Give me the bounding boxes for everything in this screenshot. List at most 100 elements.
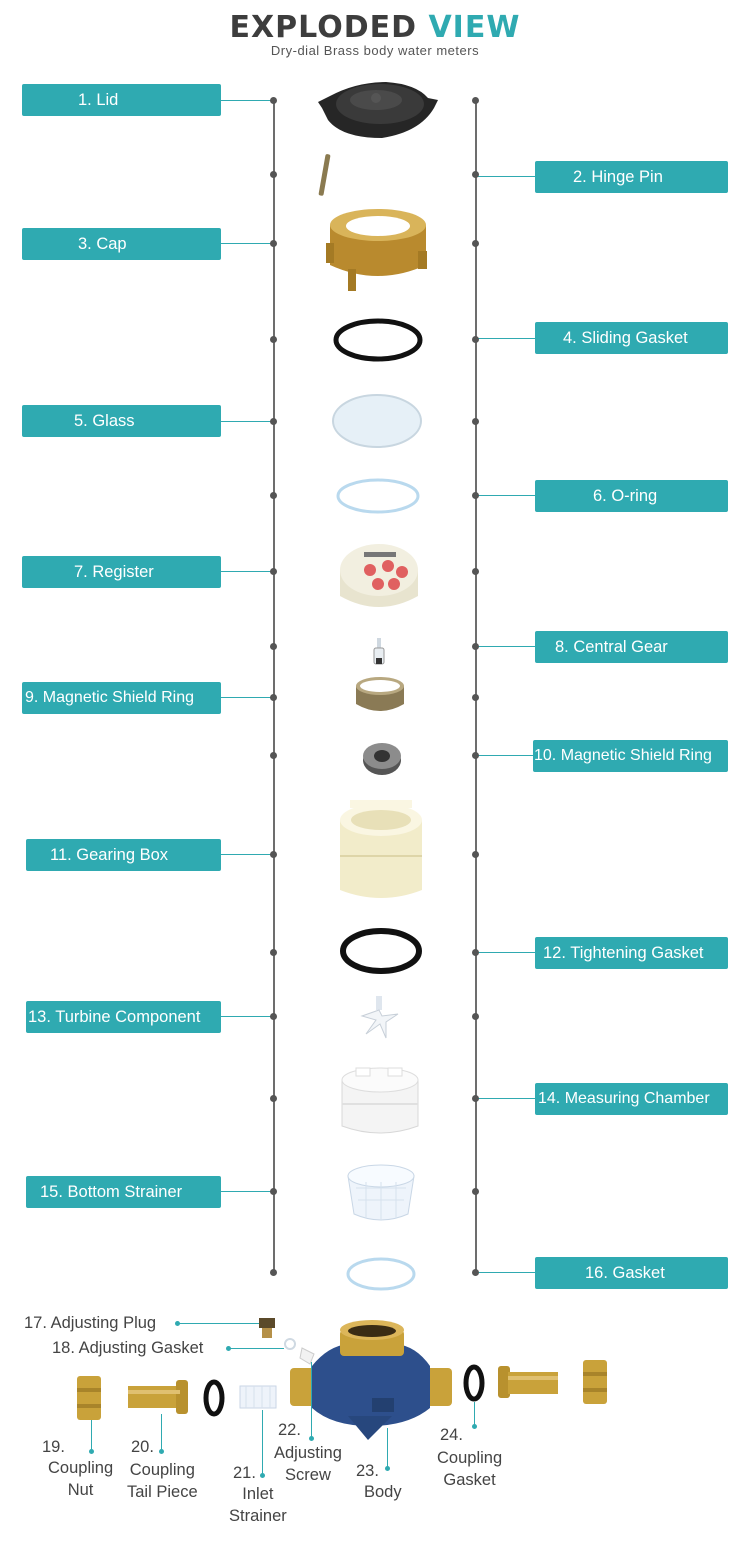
spine-dot [270,949,277,956]
right-spine [475,98,477,1272]
label-gearing-box: 11. Gearing Box [26,839,221,871]
label-measuring-chamber: 14. Measuring Chamber [535,1083,728,1115]
adjusting-plug-part [259,1318,275,1338]
label-register: 7. Register [22,556,221,588]
label-lid: 1. Lid [22,84,221,116]
spine-dot [472,1269,479,1276]
gearing-box-part [340,800,422,898]
measuring-chamber-part [341,1067,419,1134]
spine-dot [472,1013,479,1020]
leader-dot [309,1436,314,1441]
connector-cap [221,243,273,244]
label-coupling-nut-name: Coupling Nut [48,1459,114,1499]
central-gear-part [373,638,385,665]
connector-measuring-chamber [477,1098,535,1099]
label-inlet-strainer-name: Inlet Strainer [229,1485,287,1525]
leader-dot [159,1449,164,1454]
adjusting-screw-part [299,1347,315,1365]
coupling-tail-piece-right [498,1366,558,1398]
spine-dot [270,694,277,701]
connector-gearing-box [221,854,273,855]
page-subtitle: Dry-dial Brass body water meters [270,43,480,58]
spine-dot [270,1013,277,1020]
spine-dot [270,1269,277,1276]
connector-shield-ring-9 [221,697,273,698]
connector-turbine [221,1016,273,1017]
lid-part [318,82,438,138]
leader-dot [175,1321,180,1326]
spine-dot [270,1095,277,1102]
spine-dot [472,568,479,575]
label-o-ring: 6. O-ring [535,480,728,512]
connector-sliding-gasket [477,338,535,339]
bottom-strainer-part [347,1164,415,1221]
magnetic-shield-ring-part [356,677,404,711]
coupling-gasket-part [463,1364,485,1402]
label-bottom-strainer: 15. Bottom Strainer [26,1176,221,1208]
label-gasket: 16. Gasket [535,1257,728,1289]
label-coupling-gasket-name: Coupling Gasket [437,1449,503,1489]
turbine-component-part [360,996,399,1039]
label-sliding-gasket: 4. Sliding Gasket [535,322,728,354]
label-adjusting-gasket: 18. Adjusting Gasket [52,1339,204,1357]
coupling-nut-part [77,1376,101,1420]
label-tightening-gasket: 12. Tightening Gasket [535,937,728,969]
connector-glass [221,421,273,422]
label-coupling-tail-name: Coupling Tail Piece [127,1461,198,1501]
leader-coupling-tail-piece [161,1414,162,1450]
title-exploded: EXPLODED [229,10,418,45]
magnetic-shield-ring-part-2 [363,743,401,775]
connector-gasket [477,1272,535,1273]
sliding-gasket-part [333,318,423,362]
label-adjusting-screw-name: Adjusting Screw [274,1444,342,1484]
label-magnetic-shield-ring-10: 10. Magnetic Shield Ring [533,740,728,772]
connector-tightening-gasket [477,952,535,953]
spine-dot [270,1188,277,1195]
meter-body-part [290,1320,452,1440]
register-part [340,544,418,607]
connector-shield-ring-10 [477,755,533,756]
gasket-part [346,1257,416,1291]
leader-coupling-gasket [474,1402,475,1426]
title-view: VIEW [428,10,521,45]
left-spine [273,98,275,1272]
spine-dot [472,240,479,247]
spine-dot [472,97,479,104]
spine-dot [472,171,479,178]
label-hinge-pin: 2. Hinge Pin [535,161,728,193]
coupling-tail-piece-part [128,1380,188,1414]
spine-dot [270,97,277,104]
connector-hinge-pin [477,176,535,177]
connector-bottom-strainer [221,1191,273,1192]
spine-dot [270,752,277,759]
spine-dot [472,1095,479,1102]
spine-dot [472,694,479,701]
leader-body [387,1428,388,1468]
label-coupling-tail-num: 20. [131,1438,154,1456]
spine-dot [472,851,479,858]
spine-dot [472,418,479,425]
spine-dot [472,1188,479,1195]
leader-coupling-nut [91,1420,92,1450]
label-magnetic-shield-ring-9: 9. Magnetic Shield Ring [22,682,221,714]
spine-dot [270,492,277,499]
label-glass: 5. Glass [22,405,221,437]
spine-dot [472,643,479,650]
spine-dot [270,418,277,425]
spine-dot [270,568,277,575]
leader-dot [89,1449,94,1454]
coupling-gasket-ring-left [203,1379,225,1417]
spine-dot [270,240,277,247]
connector-o-ring [477,495,535,496]
label-cap: 3. Cap [22,228,221,260]
label-adjusting-plug: 17. Adjusting Plug [24,1314,157,1332]
label-coupling-gasket-num: 24. [440,1426,463,1444]
label-adjusting-screw-num: 22. [278,1421,301,1439]
leader-inlet-strainer [262,1410,263,1474]
spine-dot [270,171,277,178]
adjusting-gasket-part [284,1338,296,1350]
label-turbine-component: 13. Turbine Component [26,1001,221,1033]
spine-dot [472,492,479,499]
leader-dot [472,1424,477,1429]
glass-part [332,394,422,448]
